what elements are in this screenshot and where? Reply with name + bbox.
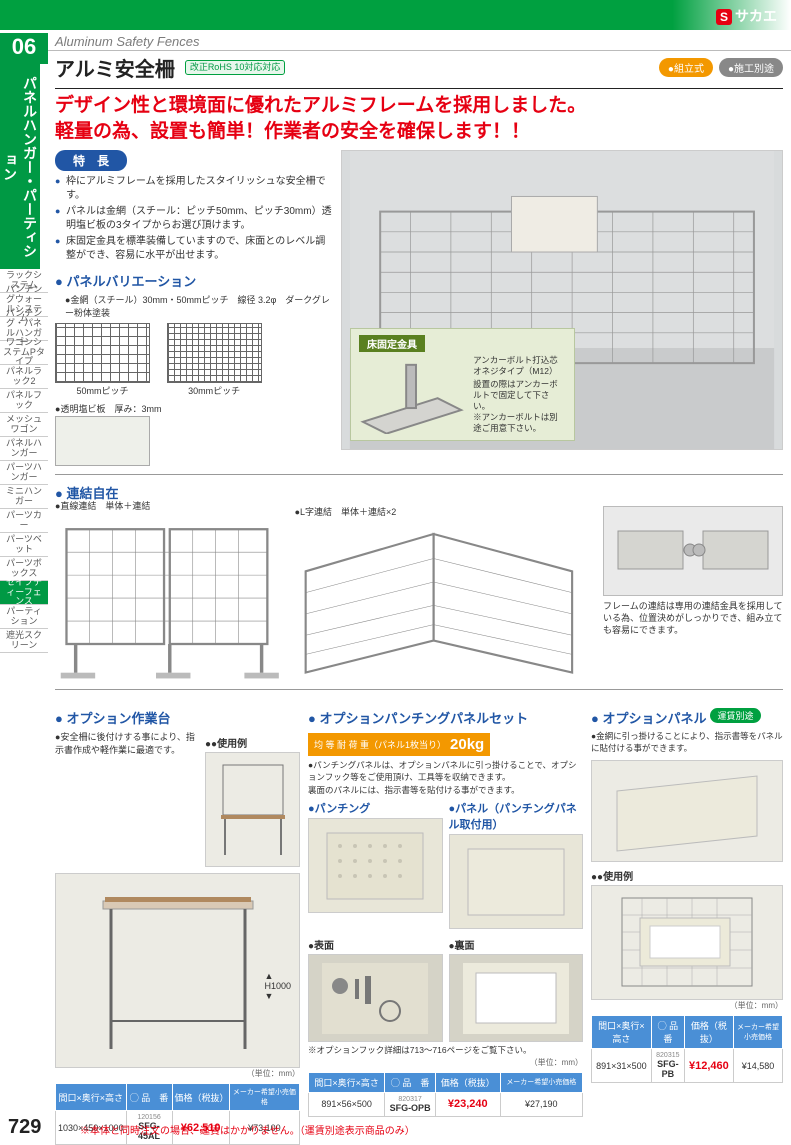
mesh-50-swatch xyxy=(55,323,150,383)
feature-item: パネルは金網（スチール：ピッチ50mm、ピッチ30mm）透明塩ビ板の3タイプから… xyxy=(55,205,333,233)
mesh-30-swatch xyxy=(167,323,262,383)
anchor-title: 床固定金具 xyxy=(359,335,425,352)
hook-note: ※オプションフック詳細は713〜716ページをご覧下さい。 xyxy=(308,1045,583,1056)
opt1-head: オプション作業台 xyxy=(55,708,300,727)
side-tab[interactable]: パネルラック2 xyxy=(0,365,48,389)
brand: Sサカエ xyxy=(716,6,777,26)
top-bar: Sサカエ xyxy=(0,0,791,30)
sw2-caption: 30mmピッチ xyxy=(167,384,262,397)
price-table-3: 間口×奥行×高さ◯ 品 番価格（税抜）メーカー希望小売価格 891×31×500… xyxy=(591,1015,783,1083)
unit-mm-3: （単位：mm） xyxy=(591,1000,783,1011)
connection-detail-text: フレームの連結は専用の連結金具を採用している為、位置決めがしっかりでき、組み立て… xyxy=(603,600,783,636)
chip-assembly: ●組立式 xyxy=(659,58,713,77)
category-vertical-label: パネルハンガー・パーティション xyxy=(0,64,40,269)
panel-variation-head: パネルバリエーション xyxy=(55,271,333,290)
back-img xyxy=(449,954,584,1042)
connect2-label: ●L字連結 単体＋連結×2 xyxy=(295,506,593,519)
headline-1: デザイン性と環境面に優れたアルミフレームを採用しました。 xyxy=(55,93,783,119)
use-example-label-2: ●使用例 xyxy=(591,868,633,883)
main-photo: 床固定金具 アンカーボルト打込芯オネジタイプ（M12） 設置の際はアンカーボルト… xyxy=(341,150,783,450)
punching-img xyxy=(308,818,443,913)
features-label: 特 長 xyxy=(55,150,127,171)
connect1-label: ●直線連結 単体＋連結 xyxy=(55,500,285,513)
front-label: 表面 xyxy=(308,937,334,952)
side-tab[interactable]: 遮光スクリーン xyxy=(0,629,48,653)
side-tab[interactable]: パネルハンガー xyxy=(0,437,48,461)
vinyl-swatch xyxy=(55,416,150,466)
feature-item: 床固定金具を標準装備していますので、床面とのレベル調整ができ、容易に水平が出せま… xyxy=(55,235,333,263)
opt3-text: ●金網に引っ掛けることにより、指示書等をパネルに貼付ける事ができます。 xyxy=(591,731,783,754)
section-number: 06 xyxy=(0,36,48,58)
unit-mm-1: （単位：mm） xyxy=(55,1068,300,1079)
opt3-head: オプションパネル xyxy=(591,708,706,727)
left-sidebar: 06 パネルハンガー・パーティション ラックシステムパンチングウォールシステムパ… xyxy=(0,33,48,653)
price-table-2: 間口×奥行×高さ◯ 品 番価格（税抜）メーカー希望小売価格 891×56×500… xyxy=(308,1072,583,1117)
opt3-use-img xyxy=(591,885,783,1000)
page-number: 729 xyxy=(8,1116,41,1139)
panel-label: パネル（パンチングパネル取付用） xyxy=(449,800,584,832)
feature-item: 枠にアルミフレームを採用したスタイリッシュな安全柵です。 xyxy=(55,175,333,203)
side-tab[interactable]: ミニハンガー xyxy=(0,485,48,509)
headline-2: 軽量の為、設置も簡単！作業者の安全を確保します！！ xyxy=(55,119,783,145)
back-label: 裏面 xyxy=(449,937,475,952)
unit-mm-2: （単位：mm） xyxy=(308,1057,583,1068)
side-tab[interactable]: パーツベット xyxy=(0,533,48,557)
anchor-box: 床固定金具 アンカーボルト打込芯オネジタイプ（M12） 設置の際はアンカーボルト… xyxy=(350,328,575,441)
brand-s-icon: S xyxy=(716,9,732,25)
foot-note: ※本体と同時注文の場合、運賃はかかりません。（運賃別途表示商品のみ） xyxy=(80,1122,415,1137)
l-connection-img: ●L字連結 単体＋連結×2 xyxy=(295,506,593,681)
use-example-label: ●使用例 xyxy=(205,735,247,750)
opt1-use-img xyxy=(205,752,300,867)
vinyl-text: ●透明塩ビ板 厚み：3mm xyxy=(55,403,333,416)
rohs-badge: 改正RoHS 10対応対応 xyxy=(185,60,286,76)
panel-img xyxy=(449,834,584,929)
straight-connection-img: ●直線連結 単体＋連結 xyxy=(55,506,285,681)
sw1-caption: 50mmピッチ xyxy=(55,384,150,397)
panel-variation-text: ●金網（スチール）30mm・50mmピッチ 線径 3.2φ ダークグレー粉体塗装 xyxy=(55,294,333,319)
anchor-sub1: アンカーボルト打込芯オネジタイプ（M12） xyxy=(473,355,566,377)
side-tab[interactable]: セイフティーフェンス xyxy=(0,581,48,605)
side-tab[interactable]: パーツカー xyxy=(0,509,48,533)
opt2-text1: ●パンチングパネルは、オプションパネルに引っ掛けることで、オプションフック等をご… xyxy=(308,760,583,783)
load-badge: 均 等 耐 荷 重（パネル1枚当り）20kg xyxy=(308,733,490,756)
punching-label: パンチング xyxy=(308,800,443,816)
side-tab[interactable]: パネルフック xyxy=(0,389,48,413)
opt1-table-img: ▲H1000▼ xyxy=(55,873,300,1068)
anchor-sub2: 設置の際はアンカーボルトで固定して下さい。 xyxy=(473,379,566,412)
side-tab[interactable]: パーツハンガー xyxy=(0,461,48,485)
side-tab[interactable]: パーティション xyxy=(0,605,48,629)
side-tab[interactable]: メッシュワゴン xyxy=(0,413,48,437)
section-number-box: 06 xyxy=(0,33,48,64)
chip-install: ●施工別途 xyxy=(719,58,783,77)
side-tab[interactable]: ワゴンシステムPタイプ xyxy=(0,341,48,365)
page-title: アルミ安全柵 xyxy=(55,53,175,82)
opt2-text2: 裏面のパネルには、指示書等を貼付ける事ができます。 xyxy=(308,785,583,796)
connection-detail: フレームの連結は専用の連結金具を採用している為、位置決めがしっかりでき、組み立て… xyxy=(603,506,783,636)
breadcrumb: Aluminum Safety Fences xyxy=(0,30,791,51)
ship-separate-badge: 運賃別途 xyxy=(710,708,760,723)
opt2-head: オプションパンチングパネルセット xyxy=(308,708,583,727)
features-list: 枠にアルミフレームを採用したスタイリッシュな安全柵です。パネルは金網（スチール：… xyxy=(55,175,333,263)
front-img xyxy=(308,954,443,1042)
opt1-text: ●安全柵に後付けする事により、指示書作成や軽作業に最適です。 xyxy=(55,731,199,867)
anchor-sub3: ※アンカーボルトは別途ご用意下さい。 xyxy=(473,412,566,434)
opt3-panel-img xyxy=(591,760,783,862)
